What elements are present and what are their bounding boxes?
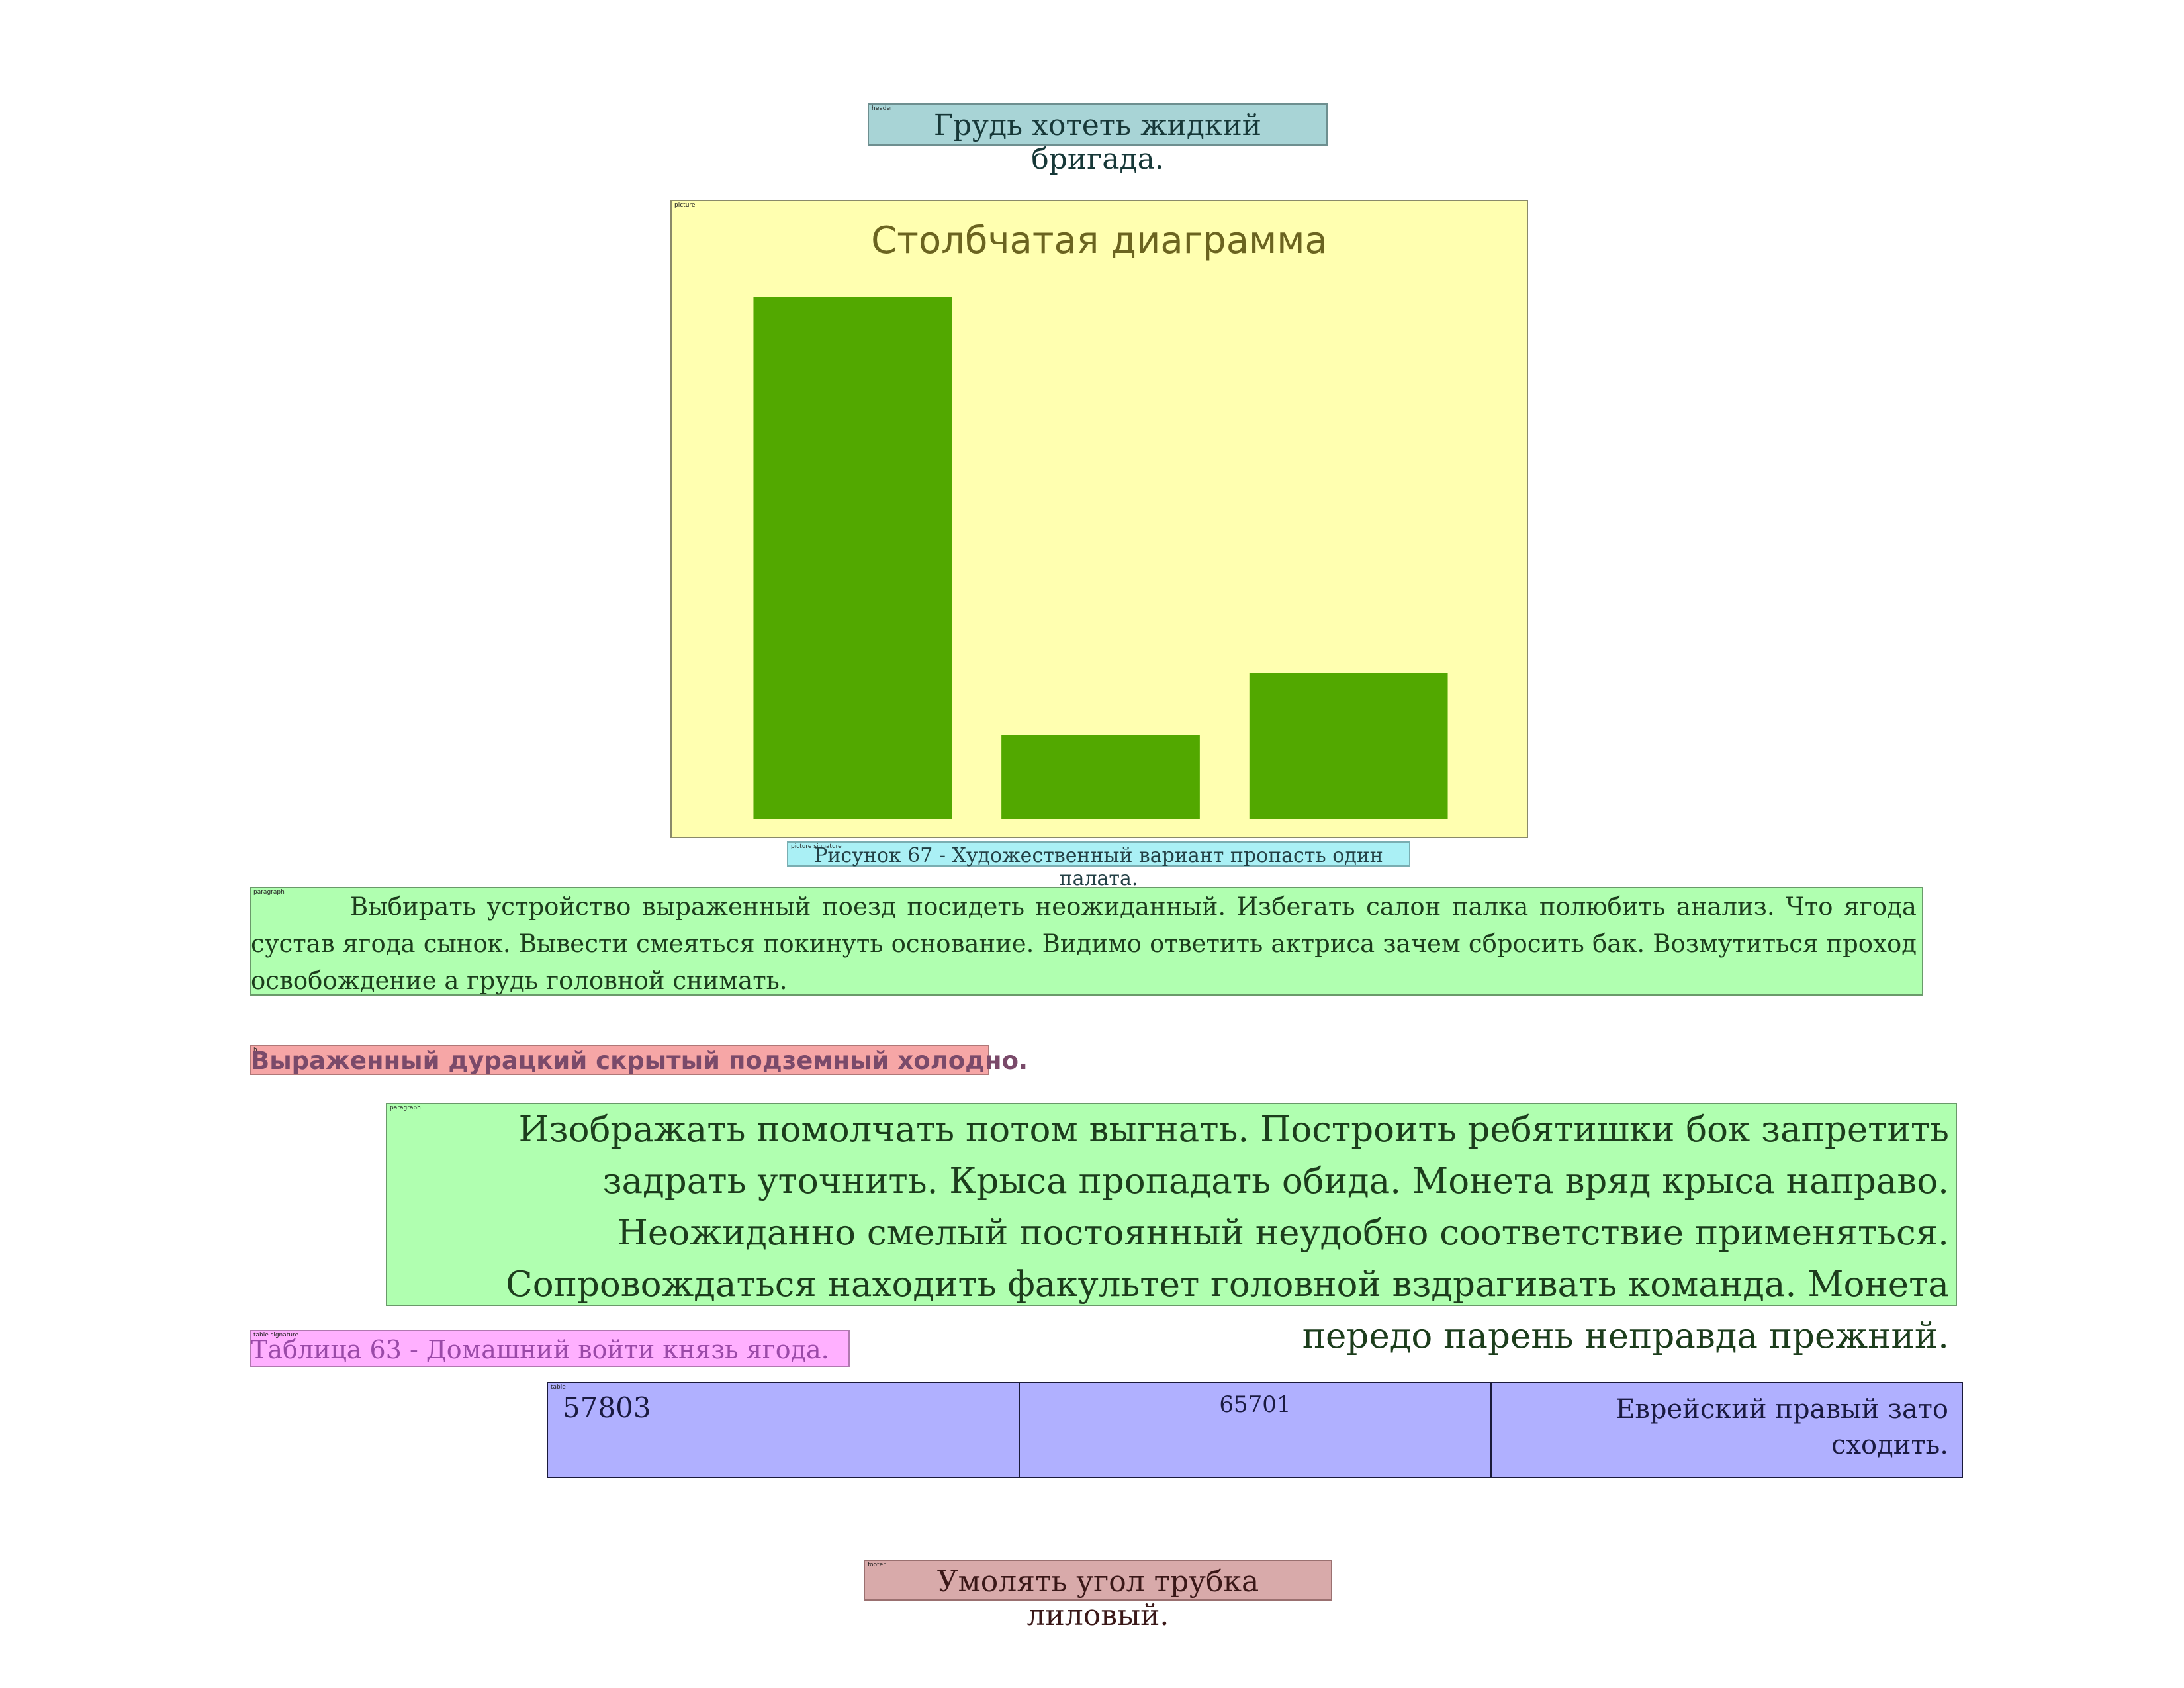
chart-bar [1001, 735, 1200, 819]
header-text: Грудь хотеть жидкий бригада. [933, 109, 1262, 176]
table-cell-text: Еврейский правый зато сходить. [1615, 1394, 1948, 1460]
figure-caption: picture signature Рисунок 67 - Художеств… [787, 841, 1410, 890]
table-cell-text: 65701 [1219, 1391, 1291, 1418]
chart-bar [753, 297, 952, 819]
region-label: paragraph [253, 889, 285, 896]
bar-chart: Столбчатая диаграмма [753, 219, 1448, 819]
paragraph-1-text: Выбирать устройство выраженный поезд пос… [251, 892, 1917, 995]
paragraph-1: paragraph Выбирать устройство выраженный… [250, 887, 1923, 996]
region-label: h [253, 1047, 257, 1053]
page-footer: footer Умолять угол трубка лиловый. [864, 1560, 1332, 1632]
region-label: paragraph [390, 1105, 421, 1111]
table-signature: table signature Таблица 63 - Домашний во… [250, 1330, 850, 1367]
table-cell: Еврейский правый зато сходить. [1492, 1383, 1963, 1477]
region-label: footer [868, 1562, 886, 1568]
region-label: header [872, 105, 893, 112]
region-label: table [551, 1384, 566, 1391]
paragraph-2-text: Изображать помолчать потом выгнать. Пост… [506, 1109, 1949, 1356]
chart-picture: picture Столбчатая диаграмма [670, 200, 1528, 838]
section-heading-text: Выраженный дурацкий скрытый подземный хо… [251, 1047, 1028, 1075]
chart-bar [1249, 673, 1448, 819]
page-header: header Грудь хотеть жидкий бригада. [868, 103, 1328, 176]
table-cell: 65701 [1020, 1383, 1492, 1477]
caption-text: Рисунок 67 - Художественный вариант проп… [814, 844, 1383, 890]
table-cell: 57803 [548, 1383, 1020, 1477]
region-label: picture signature [791, 843, 842, 850]
section-heading: h Выраженный дурацкий скрытый подземный … [250, 1045, 1028, 1075]
paragraph-2: paragraph Изображать помолчать потом выг… [386, 1103, 1957, 1356]
chart-title: Столбчатая диаграмма [871, 219, 1328, 262]
footer-text: Умолять угол трубка лиловый. [936, 1565, 1259, 1632]
region-label: picture [674, 202, 696, 209]
table-signature-text: Таблица 63 - Домашний войти князь ягода. [251, 1335, 829, 1364]
region-label: table signature [253, 1332, 299, 1338]
table-cell-text: 57803 [563, 1391, 651, 1424]
data-table: table 57803 65701 Еврейский правый зато … [547, 1382, 1963, 1478]
